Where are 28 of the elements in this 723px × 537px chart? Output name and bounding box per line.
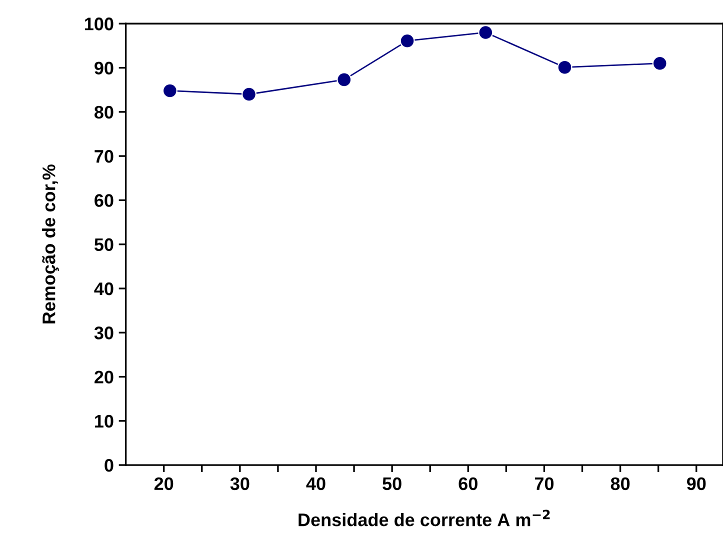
y-tick-label: 30 — [94, 326, 114, 340]
y-tick-label: 70 — [94, 150, 114, 163]
point — [400, 33, 415, 48]
y-tick-label: 60 — [94, 194, 114, 207]
point — [478, 24, 494, 40]
point — [557, 60, 572, 75]
point — [162, 83, 178, 98]
x-tick-label: 60 — [458, 477, 478, 490]
point — [652, 56, 668, 71]
y-tick-label: 50 — [94, 238, 114, 252]
x-tick-label: 70 — [534, 477, 554, 490]
y-tick-label: 10 — [95, 414, 114, 428]
x-axis-title: Densidade de corrente A m$^{−2}$ — [298, 510, 550, 526]
y-tick-label: 20 — [94, 370, 114, 384]
x-tick-label: 20 — [154, 477, 174, 490]
y-tick-label: 90 — [94, 62, 114, 74]
x-tick-label: 30 — [230, 477, 250, 490]
x-tick-label: 90 — [686, 477, 706, 490]
point — [336, 72, 352, 88]
point — [242, 86, 257, 102]
y-tick-label: 80 — [94, 106, 114, 119]
x-tick-label: 80 — [610, 477, 630, 490]
y-axis-title: Remoção de cor,% — [42, 164, 59, 324]
y-tick-label: 0 — [104, 458, 114, 472]
x-tick-label: 40 — [306, 477, 326, 490]
y-tick-label: 40 — [94, 282, 114, 296]
x-tick-label: 50 — [382, 477, 402, 490]
y-tick-label: 100 — [85, 18, 114, 30]
